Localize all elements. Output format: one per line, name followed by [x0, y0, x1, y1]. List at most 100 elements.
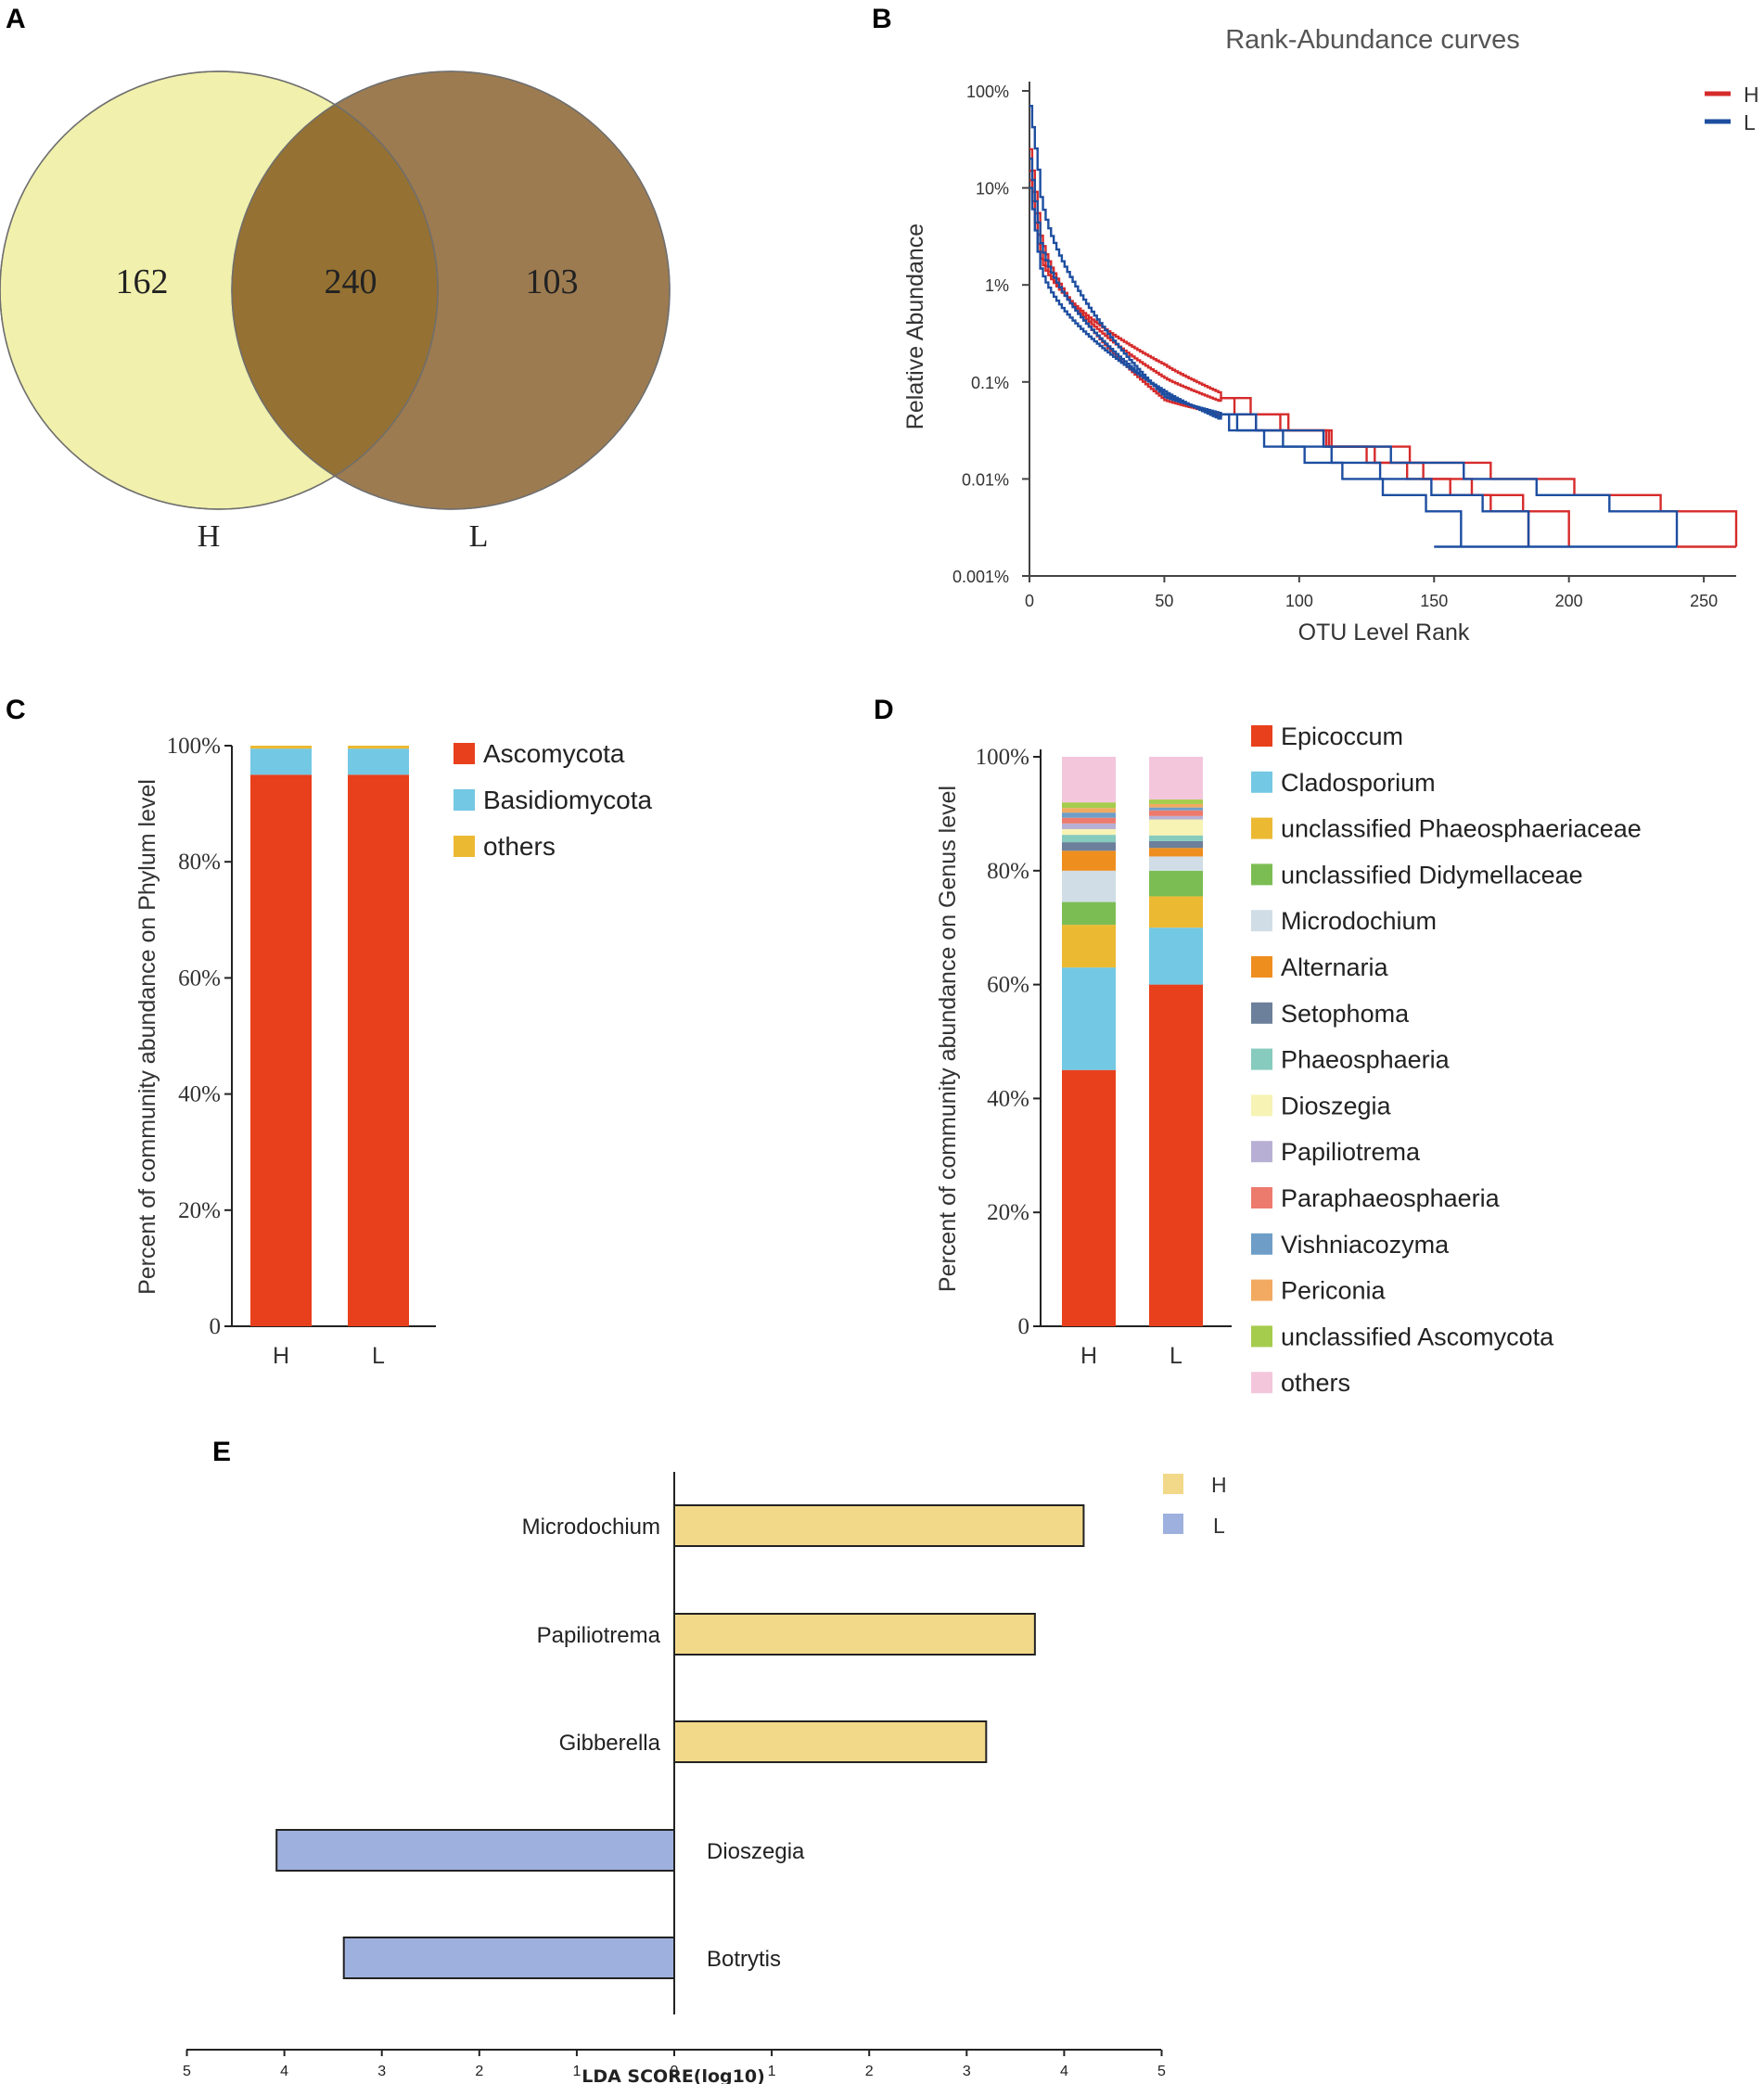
b-ytick-label: 0.01% — [962, 470, 1009, 489]
phylum-ytick-label: 80% — [178, 850, 221, 875]
legend-label-l: L — [1744, 110, 1756, 134]
genus-ytick-label: 0 — [1018, 1314, 1030, 1339]
genus-legend-swatch — [1251, 1372, 1272, 1394]
lda-xtick-label: 3 — [377, 2064, 386, 2079]
genus-legend-swatch — [1251, 725, 1272, 747]
genus-bar-segment — [1062, 925, 1116, 968]
genus-legend-swatch — [1251, 1279, 1272, 1301]
genus-bar-segment — [1062, 835, 1116, 843]
genus-legend-swatch — [1251, 1002, 1272, 1024]
lda-legend-swatch-l — [1163, 1514, 1183, 1534]
venn-label-l: L — [469, 519, 489, 554]
phylum-bar-segment — [348, 774, 409, 1326]
lda-xtick-label: 3 — [963, 2064, 971, 2079]
genus-legend-swatch — [1251, 817, 1272, 839]
phylum-category-label: L — [372, 1343, 385, 1369]
genus-bar-segment — [1062, 817, 1116, 824]
panel-c: C 0 20% 40% 60% 80% 100% H L Percent of commun… — [6, 695, 653, 1369]
genus-bar-segment — [1149, 757, 1203, 800]
lda-bar — [673, 1613, 1036, 1656]
phylum-bar-segment — [250, 774, 312, 1326]
b-xtick-label: 100 — [1285, 592, 1313, 610]
venn-count-only-h: 162 — [116, 262, 169, 301]
b-xtick-label: 0 — [1025, 592, 1034, 610]
genus-bar-segment — [1149, 810, 1203, 816]
venn-count-shared: 240 — [325, 262, 377, 301]
genus-ytick-label: 60% — [987, 973, 1029, 998]
lda-bar-label: Gibberella — [559, 1731, 661, 1756]
genus-bar-segment — [1149, 819, 1203, 836]
phylum-legend-swatch — [454, 789, 475, 811]
genus-legend-label: Setophoma — [1281, 1000, 1410, 1028]
genus-bar-segment — [1149, 927, 1203, 985]
genus-legend-label: Epicoccum — [1281, 722, 1403, 750]
genus-bar-segment — [1062, 850, 1116, 871]
genus-legend-label: unclassified Phaeosphaeriaceae — [1281, 815, 1642, 843]
lda-xtick-label: 4 — [280, 2064, 288, 2079]
genus-legend-swatch — [1251, 910, 1272, 932]
genus-ytick-label: 80% — [987, 859, 1029, 884]
genus-bar-segment — [1062, 802, 1116, 809]
rank-curve-h — [1029, 179, 1530, 547]
genus-bar-segment — [1062, 1069, 1116, 1326]
phylum-ytick-label: 40% — [178, 1082, 221, 1107]
genus-bar-segment — [1062, 901, 1116, 926]
lda-bar — [275, 1829, 675, 1872]
phylum-legend-label: Basidiomycota — [483, 786, 653, 814]
b-ytick-label: 0.1% — [971, 374, 1009, 392]
panel-d: D 0 20% 40% 60% 80% 100% H L Percent of commun… — [874, 695, 1642, 1397]
genus-bar-segment — [1149, 835, 1203, 841]
phylum-legend-swatch — [454, 743, 475, 764]
genus-legend-label: others — [1281, 1369, 1350, 1397]
genus-legend-swatch — [1251, 771, 1272, 793]
genus-category-label: L — [1170, 1343, 1182, 1369]
panel-label-b: B — [872, 4, 892, 34]
phylum-ytick-label: 60% — [178, 965, 221, 991]
phylum-ytick-label: 0 — [210, 1314, 222, 1339]
venn-label-h: H — [198, 519, 221, 554]
phylum-ylabel: Percent of community abundance on Phylum… — [134, 779, 160, 1295]
genus-ylabel: Percent of community abundance on Genus … — [935, 786, 961, 1292]
lda-xtick-label: 1 — [572, 2064, 581, 2079]
panel-label-e: E — [212, 1437, 231, 1467]
lda-xtick-label: 5 — [1157, 2064, 1166, 2079]
rank-abundance-title: Rank-Abundance curves — [1225, 25, 1520, 55]
genus-legend-swatch — [1251, 1233, 1272, 1255]
genus-bar-segment — [1062, 842, 1116, 851]
lda-xtick-label: 1 — [768, 2064, 776, 2079]
lda-xtick-label: 0 — [671, 2064, 679, 2079]
rank-curve-h — [1029, 169, 1570, 547]
venn-overlap — [232, 104, 438, 477]
genus-legend-swatch — [1251, 1048, 1272, 1070]
lda-xtick-label: 5 — [183, 2064, 191, 2079]
genus-bar-segment — [1149, 856, 1203, 871]
genus-legend-swatch — [1251, 1325, 1272, 1348]
phylum-ytick-label: 20% — [178, 1198, 221, 1223]
genus-legend-label: Papiliotrema — [1281, 1138, 1421, 1166]
genus-ytick-label: 20% — [987, 1200, 1029, 1225]
genus-legend-swatch — [1251, 1187, 1272, 1208]
b-ytick-label: 1% — [985, 276, 1009, 295]
genus-bar-segment — [1062, 757, 1116, 803]
phylum-category-label: H — [273, 1343, 289, 1369]
genus-legend-label: Microdochium — [1281, 907, 1437, 935]
genus-bar-segment — [1062, 870, 1116, 902]
genus-bar-segment — [1149, 896, 1203, 928]
b-xtick-label: 50 — [1155, 592, 1173, 610]
lda-bar — [673, 1504, 1085, 1547]
genus-bar-segment — [1149, 807, 1203, 811]
b-ytick-label: 10% — [976, 180, 1009, 198]
genus-bar-segment — [1062, 823, 1116, 829]
rank-curve-l — [1029, 186, 1463, 547]
genus-legend-label: unclassified Ascomycota — [1281, 1323, 1554, 1350]
genus-bar-segment — [1149, 815, 1203, 820]
genus-legend-swatch — [1251, 1094, 1272, 1117]
genus-bar-segment — [1062, 808, 1116, 813]
panel-label-a: A — [6, 4, 26, 34]
b-xtick-label: 200 — [1555, 592, 1583, 610]
b-xtick-label: 150 — [1420, 592, 1448, 610]
lda-bar-label: Papiliotrema — [537, 1623, 661, 1648]
genus-legend-label: Alternaria — [1281, 953, 1389, 981]
phylum-legend-label: Ascomycota — [483, 739, 625, 768]
